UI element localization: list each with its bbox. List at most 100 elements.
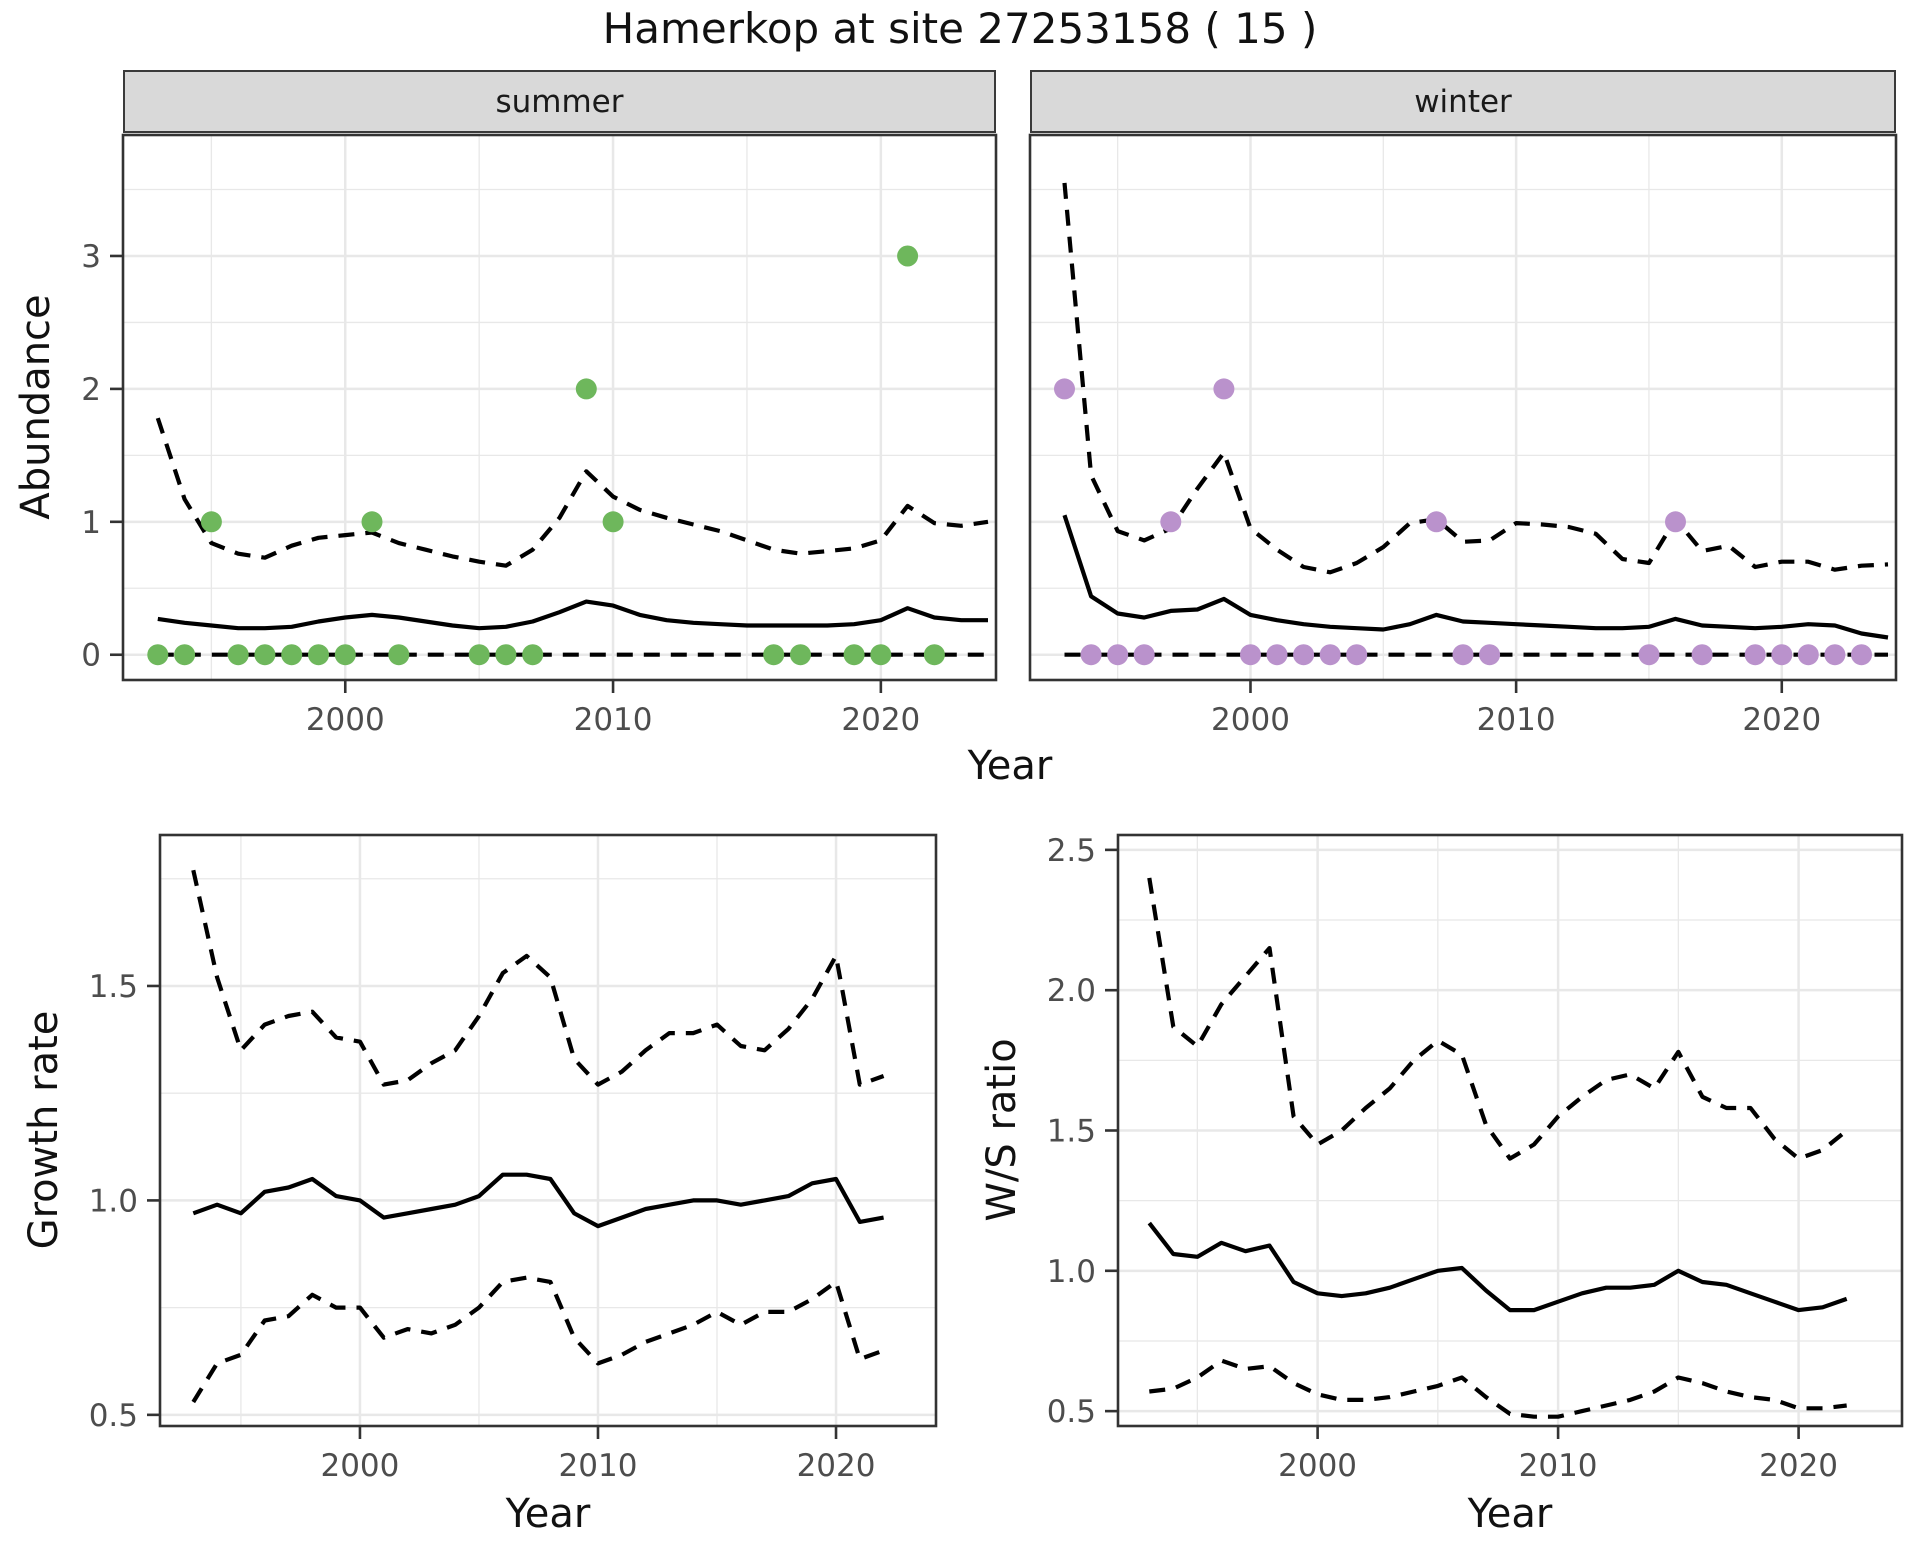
facet-strip-summer: summer	[123, 70, 996, 133]
y-tick-label: 3	[81, 239, 101, 275]
x-axis: 2000 2010 2020	[1211, 680, 1821, 738]
x-tick-label: 2020	[1759, 1448, 1838, 1484]
data-point	[1691, 644, 1713, 666]
panel-border	[1028, 133, 1898, 682]
observation-points	[1054, 378, 1872, 666]
data-point	[522, 644, 544, 666]
data-point	[1240, 644, 1261, 666]
y-tick-label: 2	[81, 372, 101, 408]
x-tick-label: 2000	[320, 1448, 399, 1484]
data-point	[1479, 644, 1501, 666]
x-axis-title-top-year: Year	[967, 743, 1053, 789]
gridlines	[1118, 835, 1902, 1426]
data-point	[790, 644, 811, 666]
y-tick-label: 0.5	[1047, 1394, 1096, 1430]
y-tick-label: 0	[81, 638, 101, 674]
facet-strip-summer-label: summer	[495, 83, 624, 120]
data-point	[1851, 644, 1872, 666]
y-tick-label: 2.5	[1047, 833, 1096, 869]
x-tick-label: 2010	[1519, 1448, 1598, 1484]
x-axis: 2000 2010 2020	[320, 1426, 875, 1484]
series-lines	[191, 869, 885, 1404]
y-axis: 0.5 1.0 1.5	[89, 969, 160, 1434]
data-point	[1080, 644, 1102, 666]
facet-strip-winter: winter	[1030, 70, 1896, 133]
data-point	[1824, 644, 1846, 666]
series-lower-ci	[1149, 1358, 1847, 1419]
y-tick-label: 1	[81, 505, 101, 541]
data-point	[361, 511, 383, 533]
data-point	[1425, 511, 1447, 533]
data-point	[1346, 644, 1368, 666]
x-axis-title-ws-year: Year	[1467, 1491, 1553, 1537]
y-tick-label: 0.5	[89, 1398, 138, 1434]
data-point	[1638, 644, 1660, 666]
data-point	[334, 644, 356, 666]
data-point	[923, 644, 945, 666]
y-axis: 0.5 1.0 1.5 2.0 2.5	[1047, 833, 1118, 1430]
panel-growth-rate: 2000 2010 2020 0.5 1.0 1.5	[89, 833, 938, 1484]
x-axis: 2000 2010 2020	[306, 680, 920, 738]
data-point	[602, 511, 624, 533]
y-axis-title-abundance: Abundance	[13, 294, 59, 520]
data-point	[147, 644, 169, 666]
series-mean	[192, 1172, 884, 1229]
data-point	[1213, 378, 1235, 400]
panel-ws-ratio: 2000 2010 2020 0.5 1.0 1.5 2.0 2.5	[1047, 833, 1904, 1484]
data-point	[495, 644, 517, 666]
series-upper-ci	[191, 869, 885, 1087]
panel-abundance-summer: 2000 2010 2020 0 1 2 3	[81, 133, 998, 738]
data-point	[1160, 511, 1182, 533]
x-tick-label: 2000	[306, 702, 385, 738]
data-point	[281, 644, 303, 666]
data-point	[388, 644, 410, 666]
series-upper-ci	[1062, 182, 1889, 575]
data-point	[843, 644, 865, 666]
chart-title: Hamerkop at site 27253158 ( 15 )	[602, 4, 1318, 53]
y-axis: 0 1 2 3	[81, 239, 123, 674]
data-point	[308, 644, 329, 666]
x-tick-label: 2020	[1742, 702, 1821, 738]
y-tick-label: 1.5	[1047, 1114, 1096, 1150]
y-axis-title-growth-rate: Growth rate	[21, 1010, 67, 1250]
series-upper-ci	[1147, 877, 1849, 1161]
series-lower-ci	[191, 1275, 885, 1404]
data-point	[227, 644, 249, 666]
series-upper-ci	[155, 417, 989, 568]
x-axis-title-growth-year: Year	[505, 1491, 591, 1537]
x-tick-label: 2000	[1278, 1448, 1357, 1484]
gridlines	[160, 835, 936, 1426]
data-point	[1107, 644, 1129, 666]
y-tick-label: 1.5	[89, 969, 138, 1005]
x-tick-label: 2010	[559, 1448, 638, 1484]
x-tick-label: 2020	[841, 702, 920, 738]
data-point	[1744, 644, 1766, 666]
data-point	[1797, 644, 1819, 666]
data-point	[1133, 644, 1155, 666]
panel-abundance-winter: 2000 2010 2020	[1028, 133, 1898, 738]
observation-points	[147, 245, 945, 666]
data-point	[174, 644, 196, 666]
series-mean	[157, 599, 988, 631]
data-point	[1293, 644, 1315, 666]
data-point	[1054, 378, 1075, 400]
series-mean	[1147, 1221, 1848, 1313]
data-point	[1319, 644, 1341, 666]
data-point	[1452, 644, 1474, 666]
data-point	[254, 644, 276, 666]
x-axis: 2000 2010 2020	[1278, 1426, 1838, 1484]
facet-strip-winter-label: winter	[1414, 83, 1512, 120]
data-point	[468, 644, 490, 666]
data-point	[763, 644, 785, 666]
data-point	[1771, 644, 1793, 666]
x-tick-label: 2010	[1477, 702, 1556, 738]
series-mean	[1062, 514, 1889, 640]
series-lines	[1147, 877, 1849, 1419]
data-point	[897, 245, 919, 267]
data-point	[1266, 644, 1288, 666]
panel-background	[1030, 135, 1896, 680]
y-tick-label: 1.0	[1047, 1254, 1096, 1290]
data-point	[870, 644, 892, 666]
